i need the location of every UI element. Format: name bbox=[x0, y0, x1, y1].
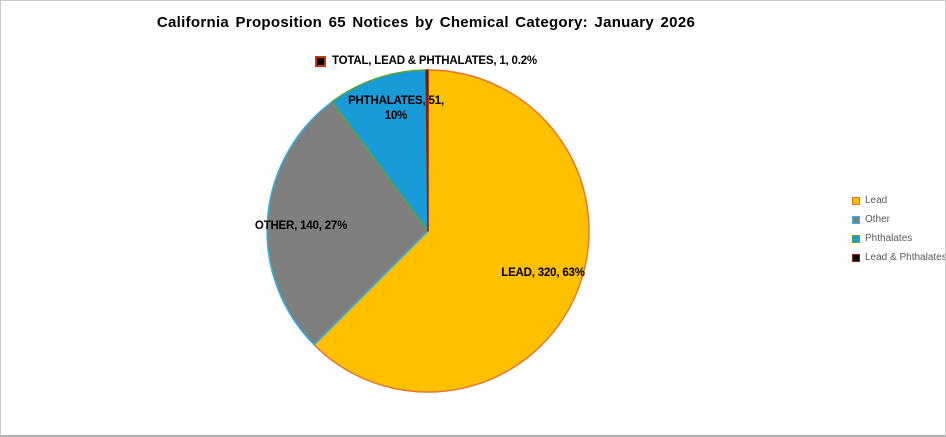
legend-item-lead-and-phthalates[interactable]: Lead & Phthalates bbox=[852, 248, 946, 267]
legend-label-lead-and-phthalates: Lead & Phthalates bbox=[865, 252, 946, 263]
pie-slice-phthalates[interactable] bbox=[331, 69, 429, 232]
chart-title: California Proposition 65 Notices by Che… bbox=[156, 14, 696, 31]
legend-swatch-lead-and-phthalates-icon bbox=[852, 253, 860, 262]
legend-item-phthalates[interactable]: Phthalates bbox=[852, 229, 945, 248]
legend-label-phthalates: Phthalates bbox=[865, 233, 913, 244]
pie-slice-other[interactable] bbox=[266, 100, 429, 346]
pie-slice-lead-phthalates[interactable] bbox=[425, 69, 429, 232]
legend-item-lead[interactable]: Lead bbox=[852, 191, 945, 210]
legend-swatch-phthalates-icon bbox=[852, 234, 860, 243]
legend: Lead Other Phthalates Lead & Phthalates bbox=[852, 191, 946, 267]
legend-label-other: Other bbox=[865, 214, 891, 225]
legend-swatch-lead-icon bbox=[852, 196, 860, 205]
legend-item-other[interactable]: Other bbox=[852, 210, 945, 229]
legend-label-lead: Lead bbox=[865, 195, 888, 206]
pie-slice-lead[interactable] bbox=[313, 69, 590, 393]
legend-swatch-other-icon bbox=[852, 215, 860, 224]
